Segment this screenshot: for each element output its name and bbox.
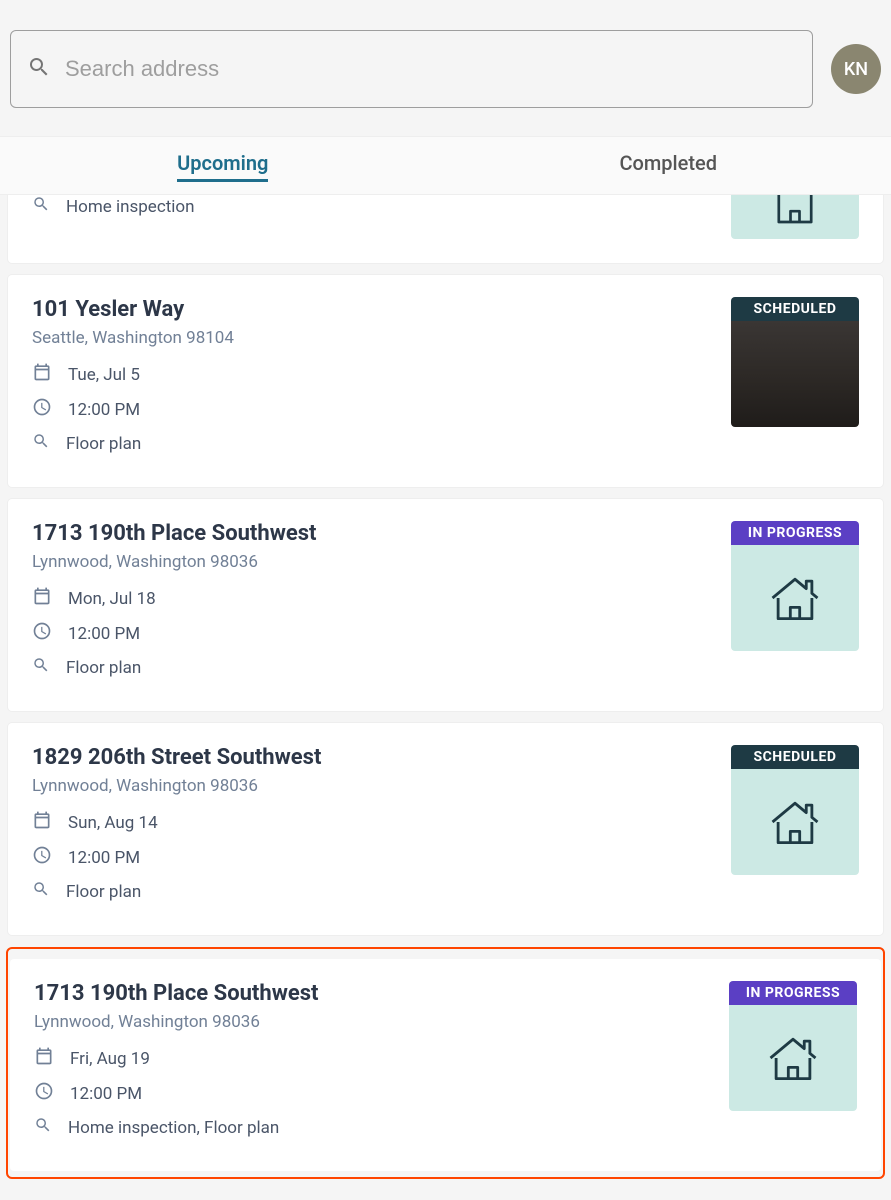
service-icon [32, 656, 50, 679]
address-title: 1829 206th Street Southwest [32, 745, 731, 770]
service-text: Home inspection [66, 197, 195, 217]
service-text: Home inspection, Floor plan [68, 1118, 279, 1138]
appointment-card[interactable]: 1713 190th Place Southwest Lynnwood, Wash… [8, 499, 883, 711]
address-subtitle: Seattle, Washington 98104 [32, 328, 731, 348]
address-title: 101 Yesler Way [32, 297, 731, 322]
address-subtitle: Lynnwood, Washington 98036 [32, 776, 731, 796]
address-title: 1713 190th Place Southwest [34, 981, 729, 1006]
time-text: 12:00 PM [68, 848, 140, 868]
thumbnail [731, 545, 859, 651]
time-text: 12:00 PM [68, 400, 140, 420]
search-icon [27, 55, 51, 83]
clock-icon [32, 845, 52, 870]
time-text: 12:00 PM [70, 1084, 142, 1104]
appointment-card-partial[interactable]: Home inspection [8, 195, 883, 263]
avatar[interactable]: KN [831, 44, 881, 94]
search-container[interactable] [10, 30, 813, 108]
address-title: 1713 190th Place Southwest [32, 521, 731, 546]
date-text: Sun, Aug 14 [68, 813, 158, 833]
service-icon [32, 432, 50, 455]
appointment-card[interactable]: 1829 206th Street Southwest Lynnwood, Was… [8, 723, 883, 935]
clock-icon [32, 621, 52, 646]
thumbnail [731, 321, 859, 427]
calendar-icon [32, 586, 52, 611]
service-text: Floor plan [66, 434, 141, 454]
tab-upcoming[interactable]: Upcoming [0, 137, 446, 194]
header-bar: KN [0, 0, 891, 118]
appointment-list: Home inspection 101 Yesler Way Seattle, W… [0, 195, 891, 1179]
service-icon [32, 195, 50, 218]
service-icon [32, 880, 50, 903]
address-subtitle: Lynnwood, Washington 98036 [32, 552, 731, 572]
address-subtitle: Lynnwood, Washington 98036 [34, 1012, 729, 1032]
calendar-icon [32, 362, 52, 387]
status-badge: SCHEDULED [731, 745, 859, 769]
clock-icon [34, 1081, 54, 1106]
status-badge: SCHEDULED [731, 297, 859, 321]
calendar-icon [32, 810, 52, 835]
thumbnail [731, 195, 859, 239]
highlighted-card: 1713 190th Place Southwest Lynnwood, Wash… [6, 947, 885, 1179]
thumbnail [729, 1005, 857, 1111]
status-badge: IN PROGRESS [729, 981, 857, 1005]
service-icon [34, 1116, 52, 1139]
appointment-card[interactable]: 101 Yesler Way Seattle, Washington 98104 T… [8, 275, 883, 487]
search-input[interactable] [65, 56, 796, 82]
time-text: 12:00 PM [68, 624, 140, 644]
appointment-card[interactable]: 1713 190th Place Southwest Lynnwood, Wash… [10, 959, 881, 1171]
thumbnail [731, 769, 859, 875]
status-badge: IN PROGRESS [731, 521, 859, 545]
service-text: Floor plan [66, 882, 141, 902]
calendar-icon [34, 1046, 54, 1071]
tabs: Upcoming Completed [0, 136, 891, 195]
date-text: Mon, Jul 18 [68, 589, 156, 609]
date-text: Tue, Jul 5 [68, 365, 140, 385]
date-text: Fri, Aug 19 [70, 1049, 150, 1069]
clock-icon [32, 397, 52, 422]
tab-completed[interactable]: Completed [446, 137, 891, 194]
service-text: Floor plan [66, 658, 141, 678]
